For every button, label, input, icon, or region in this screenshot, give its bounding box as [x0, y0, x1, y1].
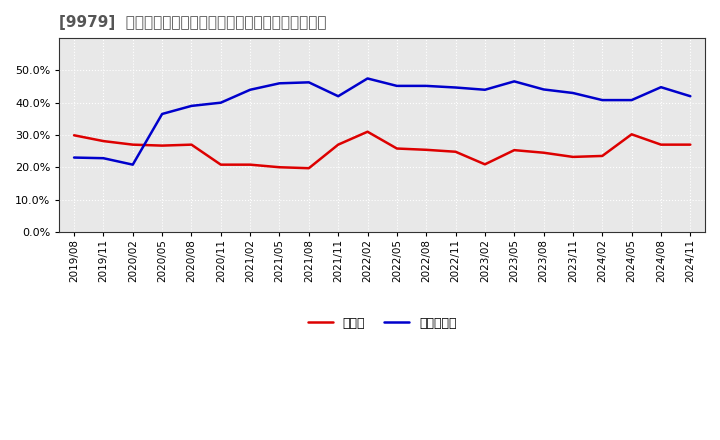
有利子負債: [217, 100, 225, 105]
現領金: [305, 165, 313, 171]
有利子負債: [598, 97, 607, 103]
現領金: [422, 147, 431, 152]
有利子負債: [539, 87, 548, 92]
有利子負債: [657, 84, 665, 90]
有利子負債: [128, 162, 137, 167]
有利子負債: [686, 94, 695, 99]
Text: [9979]  現領金、有利子負債の総資産に対する比率の推移: [9979] 現領金、有利子負債の総資産に対する比率の推移: [60, 15, 327, 30]
有利子負債: [392, 83, 401, 88]
有利子負債: [246, 87, 254, 92]
有利子負債: [510, 79, 518, 84]
有利子負債: [363, 76, 372, 81]
有利子負債: [451, 85, 460, 90]
有利子負債: [99, 156, 108, 161]
現領金: [363, 129, 372, 134]
現領金: [451, 149, 460, 154]
有利子負債: [480, 87, 489, 92]
現領金: [569, 154, 577, 160]
有利子負債: [334, 94, 343, 99]
現領金: [657, 142, 665, 147]
現領金: [217, 162, 225, 167]
現領金: [70, 132, 78, 138]
現領金: [275, 165, 284, 170]
現領金: [246, 162, 254, 167]
現領金: [539, 150, 548, 155]
現領金: [686, 142, 695, 147]
有利子負債: [569, 90, 577, 95]
Line: 有利子負債: 有利子負債: [74, 78, 690, 165]
有利子負債: [187, 103, 196, 109]
現領金: [99, 139, 108, 144]
現領金: [128, 142, 137, 147]
現領金: [158, 143, 166, 148]
Legend: 現領金, 有利子負債: 現領金, 有利子負債: [303, 312, 462, 335]
現領金: [598, 153, 607, 158]
現領金: [627, 132, 636, 137]
有利子負債: [275, 81, 284, 86]
有利子負債: [627, 97, 636, 103]
現領金: [392, 146, 401, 151]
現領金: [187, 142, 196, 147]
現領金: [480, 161, 489, 167]
有利子負債: [70, 155, 78, 160]
有利子負債: [305, 80, 313, 85]
現領金: [510, 147, 518, 153]
Line: 現領金: 現領金: [74, 132, 690, 168]
現領金: [334, 142, 343, 147]
有利子負債: [158, 111, 166, 117]
有利子負債: [422, 83, 431, 88]
